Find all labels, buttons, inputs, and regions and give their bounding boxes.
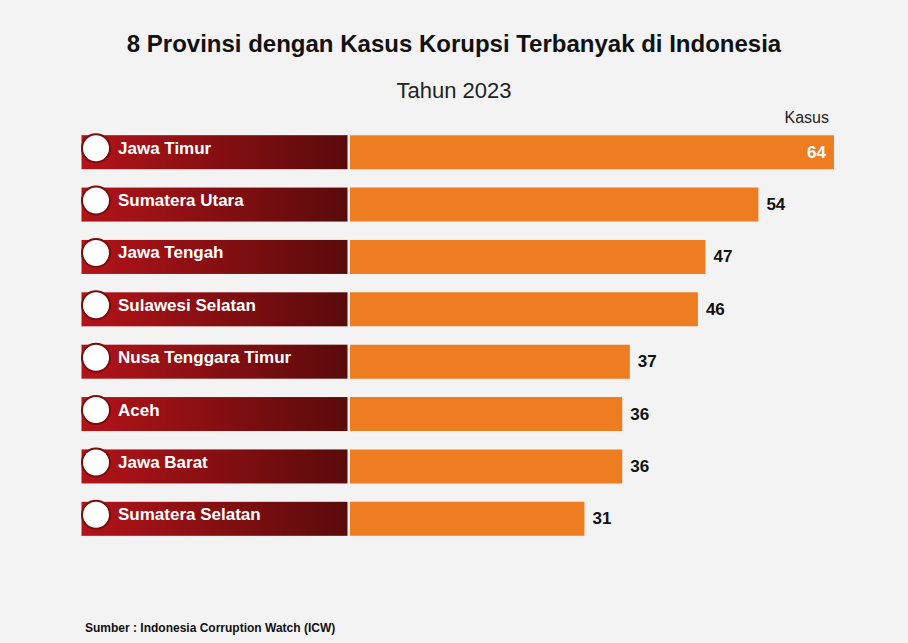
svg-text:Sumatera Utara: Sumatera Utara [118,191,244,210]
svg-text:36: 36 [630,405,649,424]
svg-text:46: 46 [706,300,725,319]
svg-text:Jawa Timur: Jawa Timur [118,139,212,158]
svg-text:Sumber : Indonesia Corruption: Sumber : Indonesia Corruption Watch (ICW… [85,621,335,635]
svg-text:Aceh: Aceh [118,401,160,420]
svg-text:31: 31 [592,509,611,528]
svg-text:8 Provinsi dengan Kasus Korups: 8 Provinsi dengan Kasus Korupsi Terbanya… [127,30,782,57]
svg-text:Jawa Tengah: Jawa Tengah [118,243,224,262]
svg-text:Jawa Barat: Jawa Barat [118,453,208,472]
svg-text:Tahun 2023: Tahun 2023 [397,78,512,103]
svg-text:64: 64 [807,143,826,162]
svg-text:Sulawesi Selatan: Sulawesi Selatan [118,296,256,315]
svg-text:54: 54 [766,195,785,214]
svg-text:47: 47 [713,247,732,266]
svg-text:37: 37 [638,352,657,371]
svg-text:Nusa Tenggara Timur: Nusa Tenggara Timur [118,348,292,367]
svg-text:36: 36 [630,457,649,476]
svg-text:Sumatera Selatan: Sumatera Selatan [118,505,261,524]
svg-text:Kasus: Kasus [785,109,829,126]
